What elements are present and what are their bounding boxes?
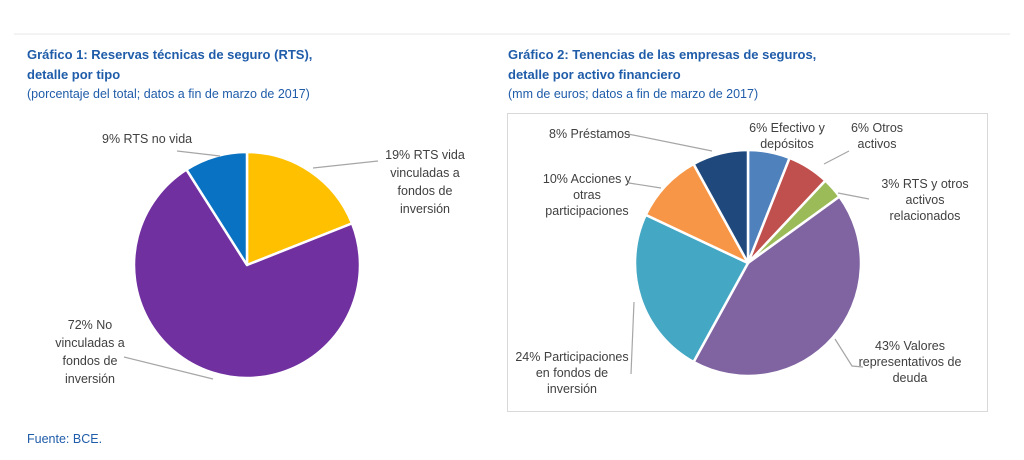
holdings-by-financial-asset-slice-3: [692, 195, 863, 378]
callout-no-vinculadas: 72% No vinculadas a fondos de inversión: [55, 318, 125, 386]
callout-participaciones-fondos: 24% Participaciones en fondos de inversi…: [515, 350, 629, 396]
chart1-title-line2: detalle por tipo: [27, 67, 121, 82]
holdings-by-financial-asset-slice-4: [633, 213, 750, 364]
chart2-title-line2: detalle por activo financiero: [508, 67, 681, 82]
callout-prestamos: 8% Préstamos: [549, 127, 631, 141]
holdings-by-financial-asset-slice-5: [644, 162, 750, 265]
callout-rts-no-vida: 9% RTS no vida: [102, 132, 193, 146]
chart1-header: Gráfico 1: Reservas técnicas de seguro (…: [27, 45, 387, 104]
page-top-rule: [14, 33, 1010, 35]
pie-chart-rts-by-type: [132, 150, 362, 380]
callout-valores-deuda: 43% Valores representativos de deuda: [858, 339, 962, 385]
chart1-title-line1: Gráfico 1: Reservas técnicas de seguro (…: [27, 47, 313, 62]
callout-rts-otros-activos: 3% RTS y otros activos relacionados: [881, 177, 969, 223]
rts-by-type-slice-0: [245, 150, 354, 267]
chart2-title-line1: Gráfico 2: Tenencias de las empresas de …: [508, 47, 817, 62]
source-note: Fuente: BCE.: [27, 432, 103, 446]
chart1-subtitle: (porcentaje del total; datos a fin de ma…: [27, 87, 310, 101]
callout-efectivo-depositos: 6% Efectivo y depósitos: [749, 121, 825, 151]
callout-acciones-participaciones: 10% Acciones y otras participaciones: [542, 172, 632, 218]
chart2-header: Gráfico 2: Tenencias de las empresas de …: [508, 45, 868, 104]
callout-otros-activos: 6% Otros activos: [850, 121, 904, 151]
holdings-by-financial-asset-slice-6: [692, 148, 750, 265]
pie-chart-holdings-by-asset: [633, 148, 863, 378]
chart2-subtitle: (mm de euros; datos a fin de marzo de 20…: [508, 87, 759, 101]
callout-rts-vida-vinculadas: 19% RTS vida vinculadas a fondos de inve…: [385, 148, 465, 216]
